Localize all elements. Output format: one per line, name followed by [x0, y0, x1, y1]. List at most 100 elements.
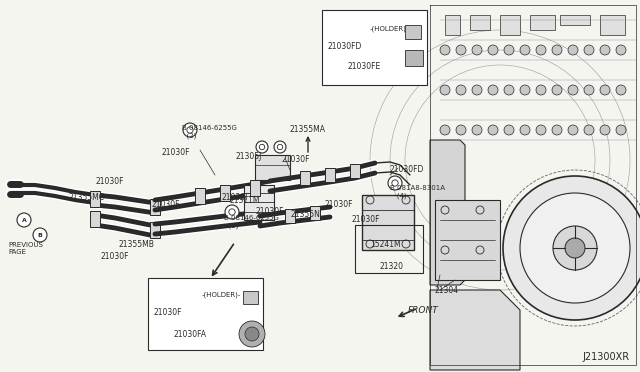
Polygon shape — [430, 140, 465, 285]
Polygon shape — [600, 15, 625, 35]
Circle shape — [504, 45, 514, 55]
Circle shape — [536, 85, 546, 95]
Circle shape — [504, 85, 514, 95]
Circle shape — [553, 226, 597, 270]
Circle shape — [456, 125, 466, 135]
Circle shape — [600, 125, 610, 135]
Circle shape — [472, 125, 482, 135]
Text: 21030F: 21030F — [152, 200, 180, 209]
Text: 21355MC: 21355MC — [68, 193, 104, 202]
Circle shape — [584, 85, 594, 95]
Bar — [310, 206, 320, 220]
Circle shape — [225, 205, 239, 219]
Text: -(HOLDER)-: -(HOLDER)- — [202, 291, 241, 298]
Circle shape — [256, 141, 268, 153]
Bar — [148, 278, 263, 350]
Bar — [250, 180, 260, 196]
Circle shape — [440, 85, 450, 95]
Text: -(HOLDER)-: -(HOLDER)- — [370, 25, 410, 32]
Bar — [350, 164, 360, 178]
Polygon shape — [430, 290, 520, 370]
Text: 21355MB: 21355MB — [118, 240, 154, 249]
Bar — [435, 200, 500, 280]
Circle shape — [472, 85, 482, 95]
Bar — [362, 195, 414, 250]
Text: 21030F: 21030F — [100, 252, 129, 261]
Bar — [195, 188, 205, 204]
Text: 21311M: 21311M — [230, 196, 260, 205]
Circle shape — [520, 85, 530, 95]
Circle shape — [472, 45, 482, 55]
Circle shape — [536, 125, 546, 135]
Circle shape — [440, 45, 450, 55]
Bar — [255, 155, 290, 180]
Circle shape — [274, 141, 286, 153]
Polygon shape — [560, 15, 590, 25]
Text: 15241M: 15241M — [370, 240, 401, 249]
Circle shape — [568, 45, 578, 55]
Text: 21030F: 21030F — [222, 193, 250, 202]
Bar — [325, 168, 335, 182]
Text: 21030F: 21030F — [95, 177, 124, 186]
Text: B 08146-6255G
  (2): B 08146-6255G (2) — [224, 215, 279, 228]
Bar — [322, 10, 427, 85]
Text: 21030F: 21030F — [153, 308, 182, 317]
Text: FRONT: FRONT — [408, 306, 439, 315]
Polygon shape — [500, 15, 520, 35]
Text: 21030FD: 21030FD — [328, 42, 362, 51]
Circle shape — [584, 45, 594, 55]
Circle shape — [520, 125, 530, 135]
Text: 21305J: 21305J — [236, 152, 262, 161]
Bar — [244, 185, 274, 220]
Text: B 08146-6255G
  (2): B 08146-6255G (2) — [182, 125, 237, 138]
Circle shape — [568, 85, 578, 95]
Circle shape — [584, 125, 594, 135]
Circle shape — [503, 176, 640, 320]
Circle shape — [600, 45, 610, 55]
Bar — [405, 25, 421, 39]
Circle shape — [245, 327, 259, 341]
Circle shape — [552, 45, 562, 55]
Circle shape — [616, 45, 626, 55]
Circle shape — [239, 321, 265, 347]
Text: 21304: 21304 — [435, 286, 459, 295]
Circle shape — [456, 85, 466, 95]
Bar — [150, 222, 160, 238]
Bar — [243, 291, 258, 304]
Polygon shape — [445, 15, 460, 35]
Circle shape — [616, 125, 626, 135]
Circle shape — [565, 238, 585, 258]
Text: 21030FE: 21030FE — [348, 62, 381, 71]
Bar — [355, 225, 423, 273]
Circle shape — [552, 85, 562, 95]
Bar — [405, 50, 423, 66]
Bar — [90, 191, 100, 207]
Circle shape — [504, 125, 514, 135]
Polygon shape — [530, 15, 555, 30]
Circle shape — [183, 123, 197, 137]
Text: A: A — [22, 218, 26, 222]
Circle shape — [440, 125, 450, 135]
Bar — [90, 211, 100, 227]
Text: 21030F: 21030F — [256, 207, 285, 216]
Text: 21320: 21320 — [380, 262, 404, 271]
Text: 21355MA: 21355MA — [290, 125, 326, 134]
Text: 21030FA: 21030FA — [173, 330, 206, 339]
Circle shape — [488, 125, 498, 135]
Circle shape — [520, 45, 530, 55]
Bar — [220, 185, 230, 201]
Circle shape — [456, 45, 466, 55]
Text: B: B — [38, 232, 42, 237]
Circle shape — [568, 125, 578, 135]
Circle shape — [520, 193, 630, 303]
Bar — [285, 209, 295, 223]
Circle shape — [388, 176, 402, 190]
Circle shape — [600, 85, 610, 95]
Bar — [300, 171, 310, 185]
Text: 21355N: 21355N — [290, 210, 320, 219]
Polygon shape — [470, 15, 490, 30]
Circle shape — [616, 85, 626, 95]
Bar — [150, 199, 160, 215]
Circle shape — [536, 45, 546, 55]
Text: J21300XR: J21300XR — [583, 352, 630, 362]
